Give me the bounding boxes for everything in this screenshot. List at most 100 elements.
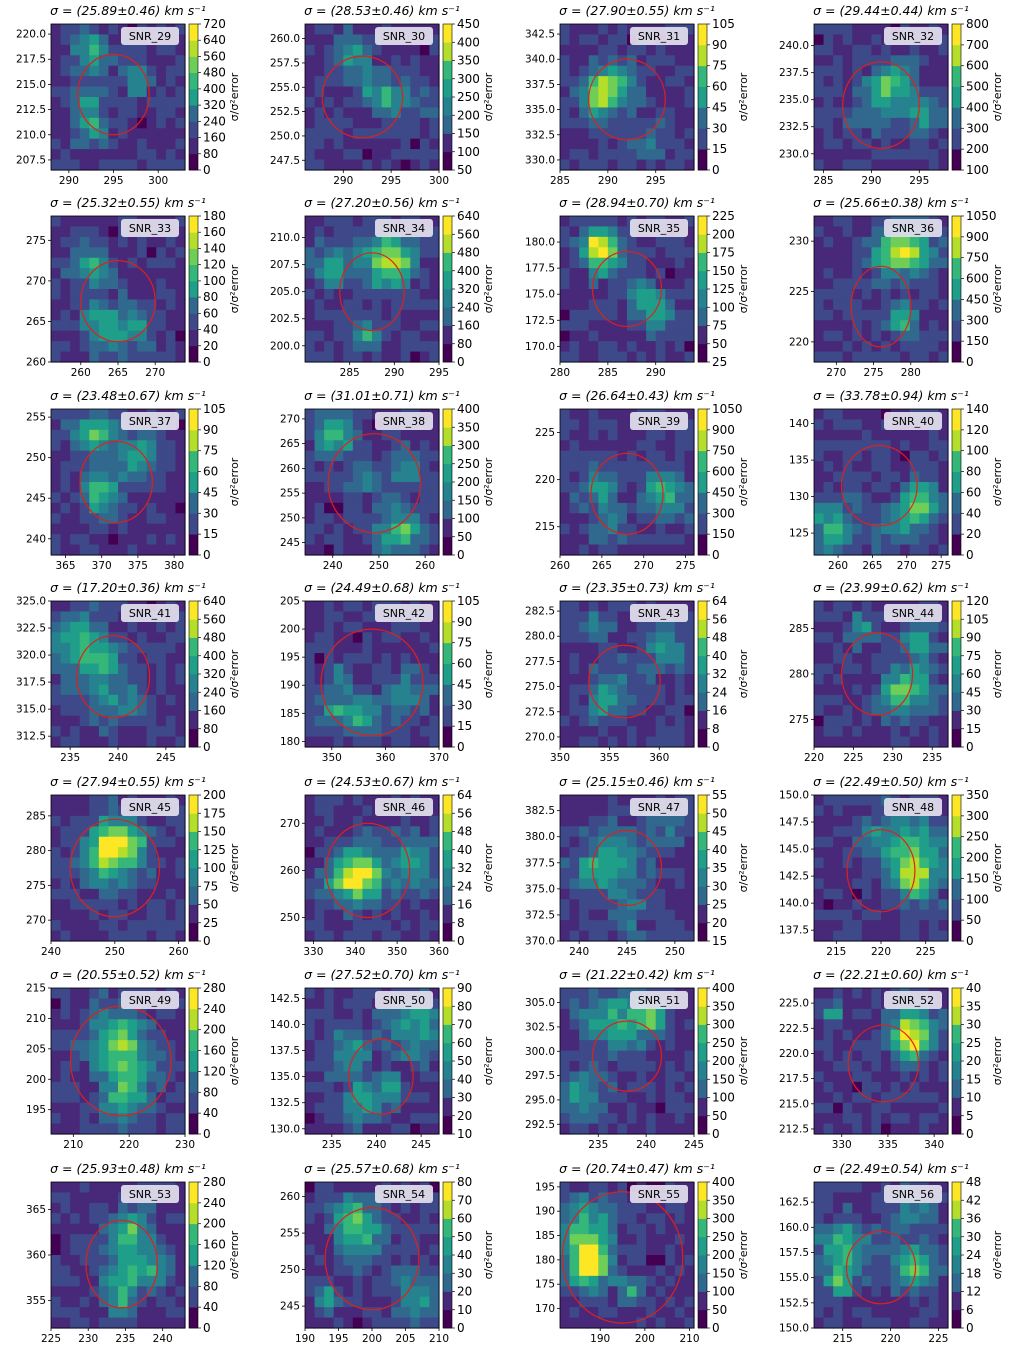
heatmap-cell bbox=[890, 429, 901, 441]
heatmap-cell bbox=[324, 351, 335, 363]
x-tick-label: 285 bbox=[814, 175, 834, 187]
heatmap-cell bbox=[98, 236, 110, 248]
heatmap-cell bbox=[381, 815, 392, 827]
heatmap-cell bbox=[928, 320, 940, 332]
heatmap-cell bbox=[89, 544, 100, 556]
heatmap-cell bbox=[137, 502, 148, 514]
heatmap-cell bbox=[400, 247, 411, 259]
colorbar-segment bbox=[952, 450, 961, 472]
heatmap-cell bbox=[814, 330, 825, 342]
heatmap-cell bbox=[343, 836, 354, 848]
colorbar-tick-label: 0 bbox=[966, 548, 974, 562]
heatmap-cell bbox=[419, 888, 431, 900]
heatmap-cell bbox=[146, 868, 157, 880]
heatmap-cell bbox=[655, 715, 666, 727]
heatmap-cell bbox=[381, 544, 392, 556]
heatmap-cell bbox=[391, 471, 402, 483]
heatmap-cell bbox=[60, 795, 71, 807]
heatmap-cell bbox=[646, 351, 657, 363]
heatmap-cell bbox=[646, 642, 657, 654]
heatmap-cell bbox=[607, 684, 619, 696]
heatmap-cell bbox=[560, 149, 571, 161]
heatmap-cell bbox=[98, 836, 110, 848]
colorbar-segment bbox=[952, 655, 961, 675]
heatmap-cell bbox=[352, 847, 364, 859]
heatmap-cell bbox=[684, 534, 695, 546]
heatmap-cell bbox=[919, 289, 930, 301]
colorbar-segment bbox=[189, 813, 198, 832]
heatmap-cell bbox=[900, 847, 911, 859]
heatmap-cell bbox=[617, 289, 628, 301]
colorbar-tick-label: 640 bbox=[203, 594, 226, 608]
heatmap-cell bbox=[890, 523, 901, 535]
heatmap-cell bbox=[938, 278, 949, 290]
heatmap-cell bbox=[928, 642, 940, 654]
heatmap-cell bbox=[617, 409, 628, 421]
heatmap-cell bbox=[79, 330, 90, 342]
colorbar-tick-label: 40 bbox=[457, 843, 472, 857]
heatmap-cell bbox=[871, 857, 882, 869]
colorbar-segment bbox=[952, 534, 961, 556]
heatmap-cell bbox=[51, 805, 62, 817]
heatmap-cell bbox=[362, 429, 373, 441]
heatmap-cell bbox=[98, 226, 110, 238]
heatmap-cell bbox=[70, 149, 81, 161]
heatmap-cell bbox=[381, 107, 392, 119]
heatmap-cell bbox=[305, 868, 316, 880]
heatmap-cell bbox=[674, 888, 686, 900]
heatmap-cell bbox=[118, 663, 129, 675]
heatmap-cell bbox=[343, 726, 354, 738]
heatmap-cell bbox=[852, 684, 863, 696]
heatmap-cell bbox=[665, 632, 676, 644]
heatmap-cell bbox=[381, 502, 392, 514]
heatmap-cell bbox=[429, 653, 440, 665]
heatmap-cell bbox=[333, 621, 344, 633]
heatmap-cell bbox=[429, 34, 440, 46]
heatmap-cell bbox=[343, 482, 354, 494]
heatmap-cell bbox=[400, 857, 411, 869]
heatmap-cell bbox=[314, 44, 325, 56]
heatmap-cell bbox=[938, 44, 949, 56]
colorbar-tick-label: 160 bbox=[457, 319, 480, 333]
heatmap-cell bbox=[890, 920, 901, 932]
heatmap-cell bbox=[98, 299, 110, 311]
heatmap-cell bbox=[627, 715, 638, 727]
heatmap-cell bbox=[70, 674, 81, 686]
heatmap-cell bbox=[890, 694, 901, 706]
heatmap-cell bbox=[909, 257, 920, 269]
heatmap-cell bbox=[108, 289, 119, 301]
heatmap-cell bbox=[51, 642, 62, 654]
heatmap-cell bbox=[60, 826, 71, 838]
heatmap-cell bbox=[410, 930, 421, 942]
heatmap-cell bbox=[684, 471, 695, 483]
heatmap-cell bbox=[51, 409, 62, 421]
heatmap-cell bbox=[579, 86, 590, 98]
colorbar-segment bbox=[698, 252, 707, 272]
heatmap-cell bbox=[175, 601, 186, 613]
heatmap-cell bbox=[146, 930, 157, 942]
heatmap-cell bbox=[51, 674, 62, 686]
heatmap-cell bbox=[842, 44, 853, 56]
heatmap-cell bbox=[410, 492, 421, 504]
heatmap-cell bbox=[646, 461, 657, 473]
heatmap-cell bbox=[324, 642, 335, 654]
heatmap-cell bbox=[890, 684, 901, 696]
heatmap-cell bbox=[89, 736, 100, 748]
heatmap-cell bbox=[560, 868, 571, 880]
heatmap-cell bbox=[165, 632, 177, 644]
heatmap-cell bbox=[343, 694, 354, 706]
heatmap-cell bbox=[324, 899, 335, 911]
heatmap-cell bbox=[333, 159, 344, 171]
heatmap-cell bbox=[343, 24, 354, 36]
heatmap-cell bbox=[305, 726, 316, 738]
heatmap-cell bbox=[655, 909, 666, 921]
heatmap-cell bbox=[607, 534, 619, 546]
heatmap-cell bbox=[655, 621, 666, 633]
heatmap-cell bbox=[890, 309, 901, 321]
heatmap-cell bbox=[890, 341, 901, 353]
heatmap-cell bbox=[429, 117, 440, 129]
y-tick-label: 315.0 bbox=[16, 704, 46, 716]
heatmap-cell bbox=[314, 920, 325, 932]
